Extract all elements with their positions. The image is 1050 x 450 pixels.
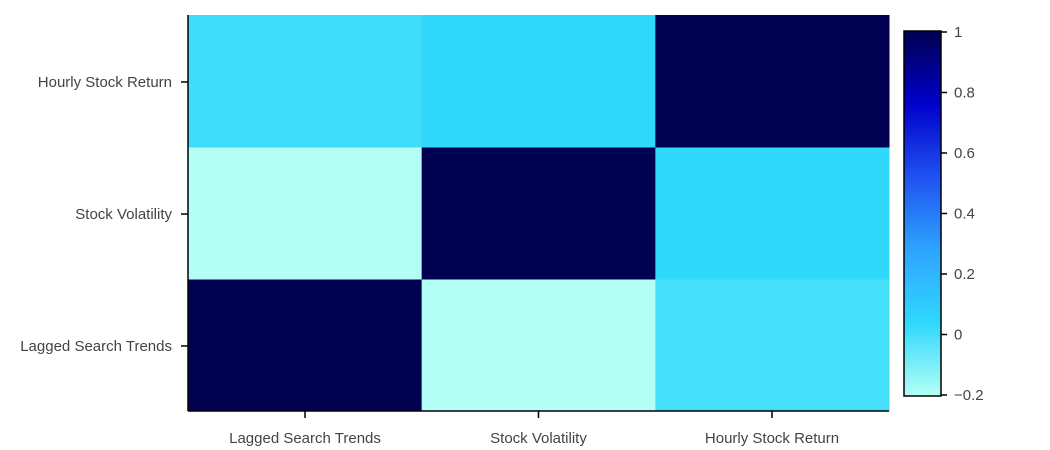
y-tick-label: Hourly Stock Return <box>38 74 172 91</box>
colorbar-tick-label: 0.2 <box>954 266 975 283</box>
x-tick-label: Hourly Stock Return <box>705 430 839 447</box>
colorbar-tick-label: 0.6 <box>954 145 975 162</box>
x-axis-ticks: Lagged Search Trends Stock Volatility Ho… <box>229 411 839 447</box>
heatmap-cells <box>188 15 890 412</box>
y-axis-ticks: Lagged Search Trends Stock Volatility Ho… <box>20 74 188 355</box>
x-tick-label: Stock Volatility <box>490 430 587 447</box>
heatmap-cell <box>188 15 423 148</box>
colorbar-tick-label: 0.8 <box>954 85 975 102</box>
colorbar <box>903 30 942 397</box>
heatmap-cell <box>188 279 423 412</box>
heatmap-cell <box>655 147 890 280</box>
heatmap-cell <box>421 279 656 412</box>
x-tick-label: Lagged Search Trends <box>229 430 381 447</box>
heatmap-cell <box>188 147 423 280</box>
heatmap-cell <box>655 279 890 412</box>
y-tick-label: Stock Volatility <box>75 206 172 223</box>
colorbar-tick-label: 0 <box>954 327 962 344</box>
colorbar-tick-label: 0.4 <box>954 206 975 223</box>
colorbar-tick-label: −0.2 <box>954 387 984 404</box>
heatmap-cell <box>655 15 890 148</box>
heatmap-cell <box>421 147 656 280</box>
colorbar-ticks: 1 0.8 0.6 0.4 0.2 0 −0.2 <box>941 24 984 404</box>
y-tick-label: Lagged Search Trends <box>20 338 172 355</box>
colorbar-tick-label: 1 <box>954 24 962 41</box>
heatmap-cell <box>421 15 656 148</box>
